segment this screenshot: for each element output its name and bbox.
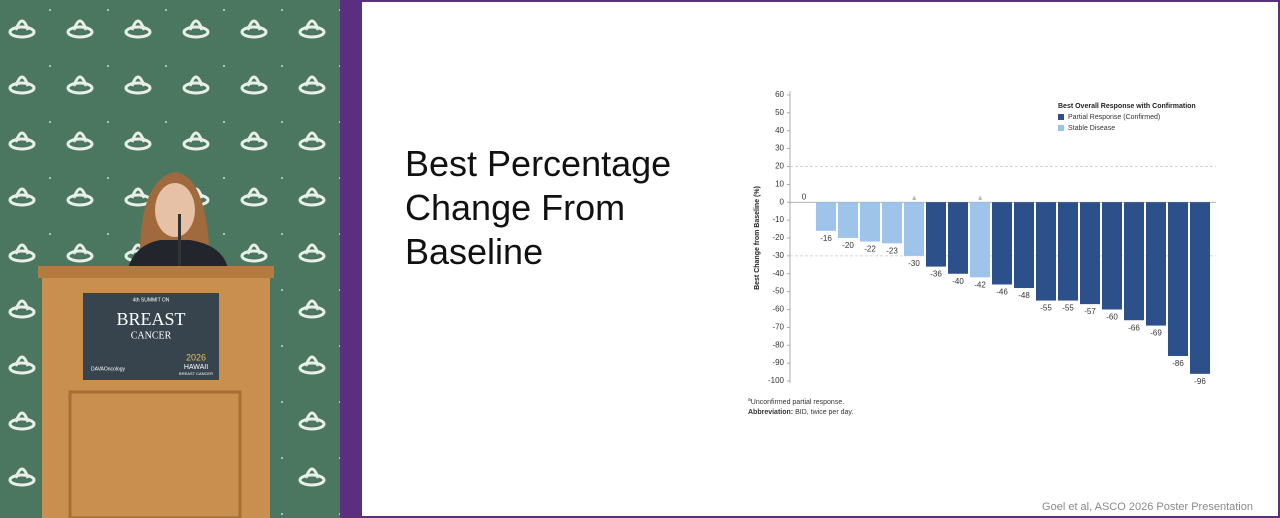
value-label: -55 — [1040, 304, 1052, 313]
bar — [1080, 202, 1100, 305]
value-label: -40 — [952, 277, 964, 286]
slide-title: Best Percentage Change From Baseline — [405, 143, 672, 272]
bar — [970, 202, 990, 278]
sign-text: 4th SUMMIT ON — [133, 297, 170, 303]
value-label: -22 — [864, 245, 876, 254]
y-tick-label: -40 — [772, 269, 784, 278]
sign-text: CANCER — [131, 330, 172, 341]
legend-title: Best Overall Response with Confirmation — [1058, 103, 1196, 110]
value-label: -60 — [1106, 313, 1118, 322]
value-label: -96 — [1194, 377, 1206, 386]
bar — [838, 202, 858, 238]
bar — [882, 202, 902, 244]
y-tick-label: -30 — [772, 251, 784, 260]
value-label: -42 — [974, 280, 986, 289]
footnote-marker: a — [912, 196, 916, 202]
y-tick-label: -80 — [772, 340, 784, 349]
sign-text: BREAST CANCER — [179, 371, 213, 376]
sign-text: BREAST — [116, 309, 185, 329]
y-tick-label: -10 — [772, 215, 784, 224]
bar — [948, 202, 968, 274]
value-label: -69 — [1150, 329, 1162, 338]
footnote: aUnconfirmed partial response. — [748, 397, 844, 406]
bar — [1146, 202, 1166, 326]
y-tick-label: 60 — [775, 90, 784, 99]
bar — [1124, 202, 1144, 321]
y-tick-label: 40 — [775, 126, 784, 135]
footnote-text: Unconfirmed partial response. — [751, 399, 844, 406]
bar — [1168, 202, 1188, 356]
value-label: -57 — [1084, 307, 1096, 316]
value-label: -16 — [820, 234, 832, 243]
y-tick-label: -60 — [772, 305, 784, 314]
bar — [904, 202, 924, 256]
citation: Goel et al, ASCO 2026 Poster Presentatio… — [1042, 501, 1253, 513]
y-axis-label: Best Change from Baseline (%) — [754, 186, 761, 290]
y-tick-label: 10 — [775, 179, 784, 188]
value-label: -46 — [996, 288, 1008, 297]
podium-panel — [68, 390, 242, 518]
value-label: -30 — [908, 259, 920, 268]
footnote-marker: a — [978, 196, 982, 202]
bar — [1190, 202, 1210, 374]
value-label: -20 — [842, 241, 854, 250]
value-label: -48 — [1018, 291, 1030, 300]
value-label: -55 — [1062, 304, 1074, 313]
y-tick-label: 0 — [780, 197, 785, 206]
y-tick-label: -100 — [768, 376, 785, 385]
bar — [860, 202, 880, 242]
bar — [1014, 202, 1034, 289]
y-tick-label: 30 — [775, 144, 784, 153]
abbreviation-label: Abbreviation: — [748, 409, 793, 416]
abbreviation-text: BID, twice per day. — [795, 409, 853, 416]
bar — [992, 202, 1012, 285]
y-tick-label: -90 — [772, 358, 784, 367]
y-tick-label: -70 — [772, 322, 784, 331]
y-tick-label: -50 — [772, 287, 784, 296]
face — [155, 183, 195, 237]
legend-swatch — [1058, 114, 1064, 120]
legend-label: Stable Disease — [1068, 125, 1115, 132]
bar — [926, 202, 946, 267]
podium-sign — [83, 293, 219, 380]
y-tick-label: 50 — [775, 108, 784, 117]
bar — [816, 202, 836, 231]
y-tick-label: 20 — [775, 162, 784, 171]
value-label: -36 — [930, 270, 942, 279]
value-label: 0 — [802, 192, 807, 201]
sign-text: DAVAOncology — [91, 366, 125, 372]
bar — [1036, 202, 1056, 301]
value-label: -86 — [1172, 359, 1184, 368]
value-label: -66 — [1128, 323, 1140, 332]
legend-label: Partial Response (Confirmed) — [1068, 114, 1160, 121]
sign-text: 2026 — [186, 352, 206, 362]
bar — [1102, 202, 1122, 310]
abbreviation: Abbreviation: BID, twice per day. — [748, 409, 853, 416]
y-tick-label: -20 — [772, 233, 784, 242]
sign-text: HAWAII — [184, 364, 208, 371]
value-label: -23 — [886, 246, 898, 255]
podium-top — [38, 266, 274, 278]
legend-swatch — [1058, 125, 1064, 131]
footnote-marker: a — [748, 397, 751, 403]
bar — [1058, 202, 1078, 301]
microphone — [178, 214, 181, 266]
